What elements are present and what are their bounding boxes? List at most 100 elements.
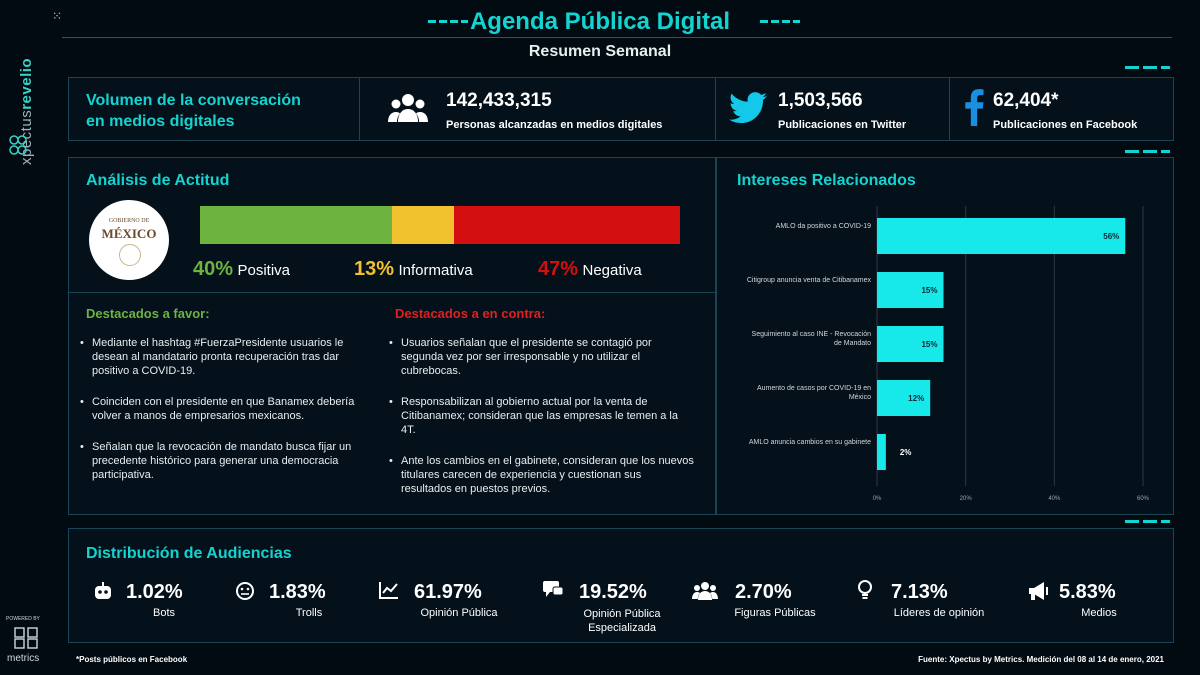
- troll-icon: [235, 581, 255, 606]
- favor-title: Destacados a favor:: [86, 306, 210, 321]
- bar: [877, 434, 886, 470]
- gobierno-mexico-logo: GOBIERNO DE MÉXICO: [89, 200, 169, 280]
- audience-label: Bots: [152, 607, 175, 619]
- volume-title: Volumen de la conversación en medios dig…: [86, 92, 301, 130]
- attitude-legend-positive: 40% Positiva: [193, 258, 291, 280]
- people-icon: [387, 92, 429, 131]
- attitude-segment-2: [454, 206, 680, 244]
- x-tick-label: 0%: [873, 496, 882, 502]
- attitude-panel: Análisis de Actitud GOBIERNO DE MÉXICO 4…: [68, 157, 716, 515]
- audience-value: 7.13%: [891, 581, 948, 603]
- bar: [877, 380, 931, 416]
- audience-label: Opinión Pública Especializada: [583, 608, 661, 634]
- category-label: Aumento de casos por COVID-19 en México: [756, 385, 871, 401]
- bar-value-label: 15%: [921, 340, 937, 349]
- header-divider: [62, 37, 1172, 38]
- audience-label: Líderes de opinión: [893, 607, 985, 619]
- bar-value-label: 56%: [1103, 232, 1119, 241]
- group-icon: [692, 581, 718, 606]
- facebook-label: Publicaciones en Facebook: [993, 119, 1138, 131]
- bar: [877, 272, 944, 308]
- twitter-label: Publicaciones en Twitter: [778, 119, 907, 131]
- facebook-value: 62,404*: [993, 90, 1059, 111]
- category-label-text: Seguimiento al caso INE - Revocación de …: [751, 331, 871, 347]
- category-label: AMLO anuncia cambios en su gabinete: [748, 439, 871, 446]
- header-deco-right: [760, 20, 800, 23]
- audience-value: 19.52%: [579, 581, 647, 603]
- favor-item: Señalan que la revocación de mandato bus…: [80, 440, 375, 482]
- interests-chart: 0% 20% 40% 60% AMLO da positivo a COVID-19 56…: [746, 206, 1150, 502]
- grid-icon: ⁙: [52, 9, 63, 23]
- audience-value: 61.97%: [414, 581, 482, 603]
- eagle-emblem-icon: [119, 244, 141, 266]
- category-label: Citigroup anuncia venta de Citibanamex: [746, 277, 871, 284]
- contra-item: Ante los cambios en el gabinete, conside…: [389, 454, 694, 496]
- page-title: Agenda Pública Digital: [469, 8, 731, 35]
- corner-deco-1: [1125, 66, 1170, 69]
- audience-value: 1.83%: [269, 581, 326, 603]
- contra-item: Usuarios señalan que el presidente se co…: [389, 336, 694, 378]
- category-label: AMLO da positivo a COVID-19: [775, 223, 871, 230]
- audience-value: 5.83%: [1059, 581, 1116, 603]
- x-tick-label: 60%: [1137, 496, 1150, 502]
- attitude-segment-0: [200, 206, 392, 244]
- attitude-title: Análisis de Actitud: [86, 172, 230, 189]
- attitude-bar: [200, 206, 680, 244]
- category-label-text: AMLO anuncia cambios en su gabinete: [748, 439, 871, 446]
- divider: [359, 78, 360, 140]
- audience-title: Distribución de Audiencias: [86, 545, 292, 562]
- contra-item: Responsabilizan al gobierno actual por l…: [389, 395, 694, 437]
- volume-panel: Volumen de la conversación en medios dig…: [68, 77, 1174, 141]
- bar-value-label: 2%: [900, 448, 912, 457]
- favor-list: Mediante el hashtag #FuerzaPresidente us…: [80, 336, 375, 499]
- divider: [69, 292, 715, 293]
- bar: [877, 218, 1126, 254]
- header-deco-left: [428, 20, 468, 23]
- footer-note: *Posts públicos en Facebook: [76, 655, 188, 664]
- category-label-text: Citigroup anuncia venta de Citibanamex: [746, 277, 871, 284]
- chart-line-icon: [378, 580, 400, 605]
- twitter-value: 1,503,566: [778, 90, 863, 111]
- bar: [877, 326, 944, 362]
- robot-icon: [93, 581, 113, 606]
- metrics-logo-icon: [13, 626, 39, 655]
- interests-title: Intereses Relacionados: [737, 172, 916, 189]
- audience-panel: Distribución de Audiencias 1.02% Bots 1.…: [68, 528, 1174, 643]
- x-tick-label: 40%: [1048, 496, 1061, 502]
- brand-mark-icon: [9, 135, 27, 157]
- sidebar: ⁙ xpectusrevelio POWERED BY metrics: [0, 0, 62, 675]
- divider: [715, 78, 716, 140]
- page-subtitle: Resumen Semanal: [528, 43, 672, 60]
- x-tick-label: 20%: [960, 496, 973, 502]
- facebook-icon: [964, 88, 984, 131]
- divider: [949, 78, 950, 140]
- contra-title: Destacados a en contra:: [395, 306, 546, 321]
- corner-deco-2: [1125, 150, 1170, 153]
- contra-list: Usuarios señalan que el presidente se co…: [389, 336, 694, 513]
- audience-label: Figuras Públicas: [734, 607, 816, 619]
- category-label: Seguimiento al caso INE - Revocación de …: [751, 331, 871, 347]
- audience-label: Opinión Pública: [420, 607, 498, 619]
- audience-value: 1.02%: [126, 581, 183, 603]
- attitude-legend-negative: 47% Negativa: [538, 258, 642, 280]
- audience-label: Medios: [1081, 607, 1117, 619]
- footer-source: Fuente: Xpectus by Metrics. Medición del…: [918, 655, 1164, 664]
- category-label-text: Aumento de casos por COVID-19 en México: [756, 385, 871, 401]
- bar-value-label: 12%: [908, 394, 924, 403]
- twitter-icon: [729, 92, 767, 129]
- audience-value: 2.70%: [735, 581, 792, 603]
- bar-value-label: 15%: [921, 286, 937, 295]
- attitude-legend-informative: 13% Informativa: [354, 258, 473, 280]
- bulb-icon: [857, 579, 873, 606]
- megaphone-icon: [1027, 581, 1051, 606]
- favor-item: Mediante el hashtag #FuerzaPresidente us…: [80, 336, 375, 378]
- attitude-segment-1: [392, 206, 455, 244]
- interests-panel: Intereses Relacionados 0% 20% 40% 60% AMLO d…: [716, 157, 1174, 515]
- metrics-label: metrics: [7, 653, 40, 664]
- chat-icon: [541, 579, 565, 606]
- audience-label: Trolls: [295, 607, 323, 619]
- reach-label: Personas alcanzadas en medios digitales: [446, 119, 663, 131]
- reach-value: 142,433,315: [446, 90, 552, 111]
- powered-by-label: POWERED BY: [6, 616, 40, 622]
- category-label-text: AMLO da positivo a COVID-19: [775, 223, 871, 230]
